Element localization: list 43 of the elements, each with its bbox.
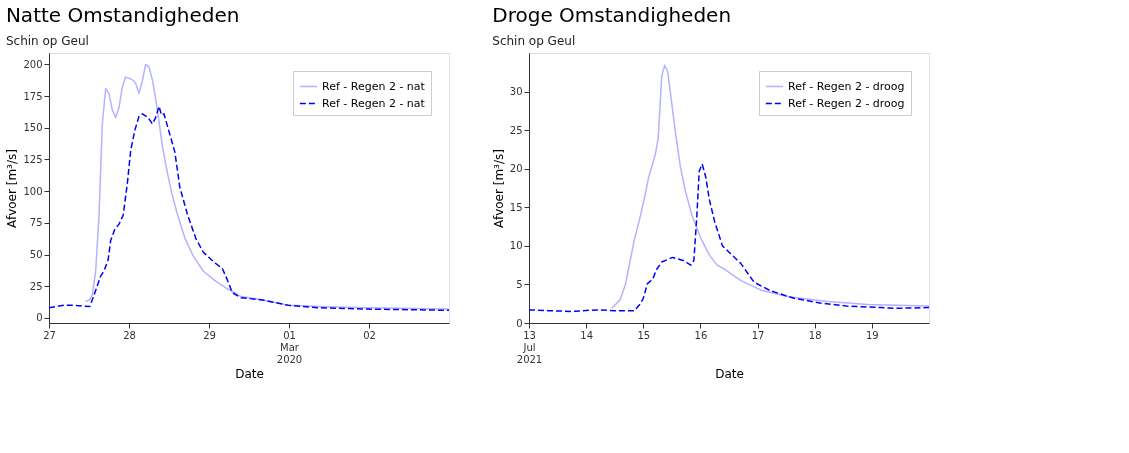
- y-tick-label: 0: [516, 317, 523, 329]
- chart-title: Droge Omstandigheden: [492, 3, 732, 27]
- y-tick-label: 30: [509, 86, 523, 98]
- x-tick-label: 01 Mar 2020: [276, 329, 303, 365]
- y-tick-label: 175: [23, 90, 43, 102]
- chart-title: Natte Omstandigheden: [5, 3, 240, 27]
- y-tick-label: 200: [23, 58, 43, 70]
- y-tick-label: 15: [509, 201, 523, 213]
- x-tick-label: 27: [43, 329, 56, 341]
- x-tick-label: 16: [694, 329, 708, 341]
- y-tick-label: 25: [29, 280, 43, 292]
- x-tick-label: 15: [637, 329, 651, 341]
- legend-label: Ref - Regen 2 - nat: [322, 96, 426, 110]
- y-tick-label: 25: [509, 124, 523, 136]
- x-tick-label: 29: [203, 329, 216, 341]
- line-series: [84, 63, 450, 310]
- line-series: [610, 64, 930, 310]
- legend-label: Ref - Regen 2 - droog: [788, 79, 905, 93]
- y-tick-label: 5: [516, 278, 523, 290]
- x-tick-label: 19: [865, 329, 879, 341]
- y-tick-label: 10: [509, 240, 523, 252]
- y-tick-label: 75: [29, 217, 43, 229]
- y-tick-label: 150: [23, 122, 43, 134]
- y-tick-label: 50: [29, 249, 43, 261]
- y-axis-title: Afvoer [m³/s]: [491, 149, 506, 228]
- y-tick-label: 0: [36, 312, 43, 324]
- x-tick-label: 14: [580, 329, 594, 341]
- chart-subtitle: Schin op Geul: [5, 34, 89, 48]
- x-tick-label: 18: [808, 329, 822, 341]
- x-tick-label: 02: [363, 329, 376, 341]
- x-axis-title: Date: [235, 366, 264, 381]
- x-tick-label: 17: [751, 329, 765, 341]
- y-tick-label: 125: [23, 153, 43, 165]
- chart-subtitle: Schin op Geul: [492, 34, 576, 48]
- y-tick-label: 20: [509, 163, 523, 175]
- y-tick-label: 100: [23, 185, 43, 197]
- x-axis-title: Date: [715, 366, 744, 381]
- x-tick-label: 13 Jul 2021: [516, 329, 543, 365]
- legend-label: Ref - Regen 2 - nat: [322, 79, 426, 93]
- line-series: [528, 163, 930, 313]
- x-tick-label: 28: [123, 329, 136, 341]
- legend-label: Ref - Regen 2 - droog: [788, 96, 905, 110]
- y-axis-title: Afvoer [m³/s]: [5, 149, 20, 228]
